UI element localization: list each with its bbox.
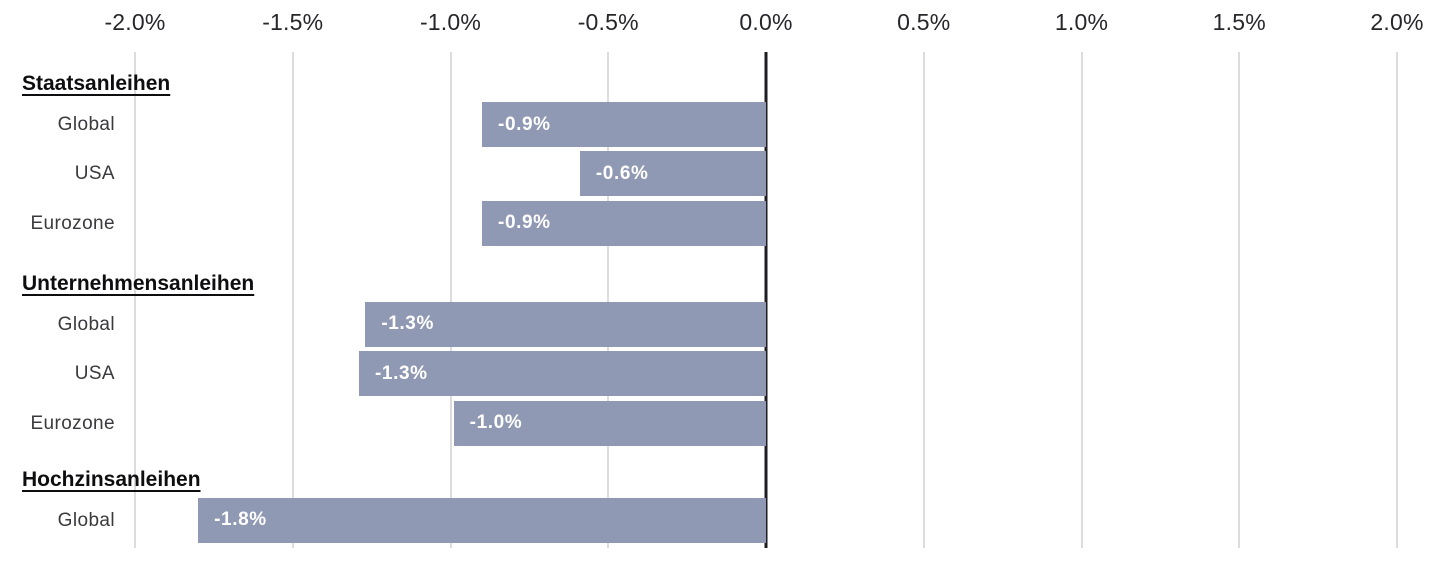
row-label: Global [57,313,115,335]
x-axis-tick-label: 0.0% [739,9,793,35]
zero-axis-line [764,52,768,548]
x-axis-tick-label: -1.5% [262,9,324,35]
row-label: USA [74,363,115,385]
bar-value-label: -1.0% [469,412,523,434]
bar: -1.8% [198,497,766,543]
bar: -0.6% [579,151,766,197]
x-axis-tick-label: 1.0% [1054,9,1109,35]
x-axis-tick-label: 2.0% [1370,9,1424,35]
row-label: USA [74,163,115,185]
x-axis-tick-label: 0.5% [897,9,951,35]
gridline [922,52,925,548]
x-axis-tick-label: -0.5% [577,9,639,35]
row-label: Global [57,509,115,531]
bar-value-label: -1.8% [214,509,267,531]
x-axis-tick-label: -2.0% [104,9,166,35]
gridline [449,52,452,548]
bar: -1.3% [359,351,766,397]
gridline [134,52,136,548]
gridline [1238,52,1241,548]
gridline [1396,52,1398,548]
x-axis-tick-label: 1.5% [1212,9,1266,35]
row-label: Eurozone [30,412,115,434]
bar: -1.3% [365,301,766,347]
group-header-label: Hochzinsanleihen [22,467,201,491]
x-axis-tick-label: -1.0% [419,9,482,35]
group-header-label: Staatsanleihen [22,72,171,95]
row-label: Eurozone [30,212,115,234]
bar: -1.0% [453,400,766,446]
bar-value-label: -1.3% [375,362,428,384]
bar-value-label: -1.3% [381,313,434,335]
bar-value-label: -0.6% [595,162,649,184]
bar: -0.9% [482,200,766,246]
group-header-label: Unternehmensanleihen [22,271,255,295]
gridline [291,52,294,548]
row-label: Global [57,114,115,135]
bar: -0.9% [482,102,766,147]
gridline [1080,52,1083,548]
gridline [607,52,610,548]
bar-value-label: -0.9% [498,113,551,135]
bar-value-label: -0.9% [498,212,551,234]
